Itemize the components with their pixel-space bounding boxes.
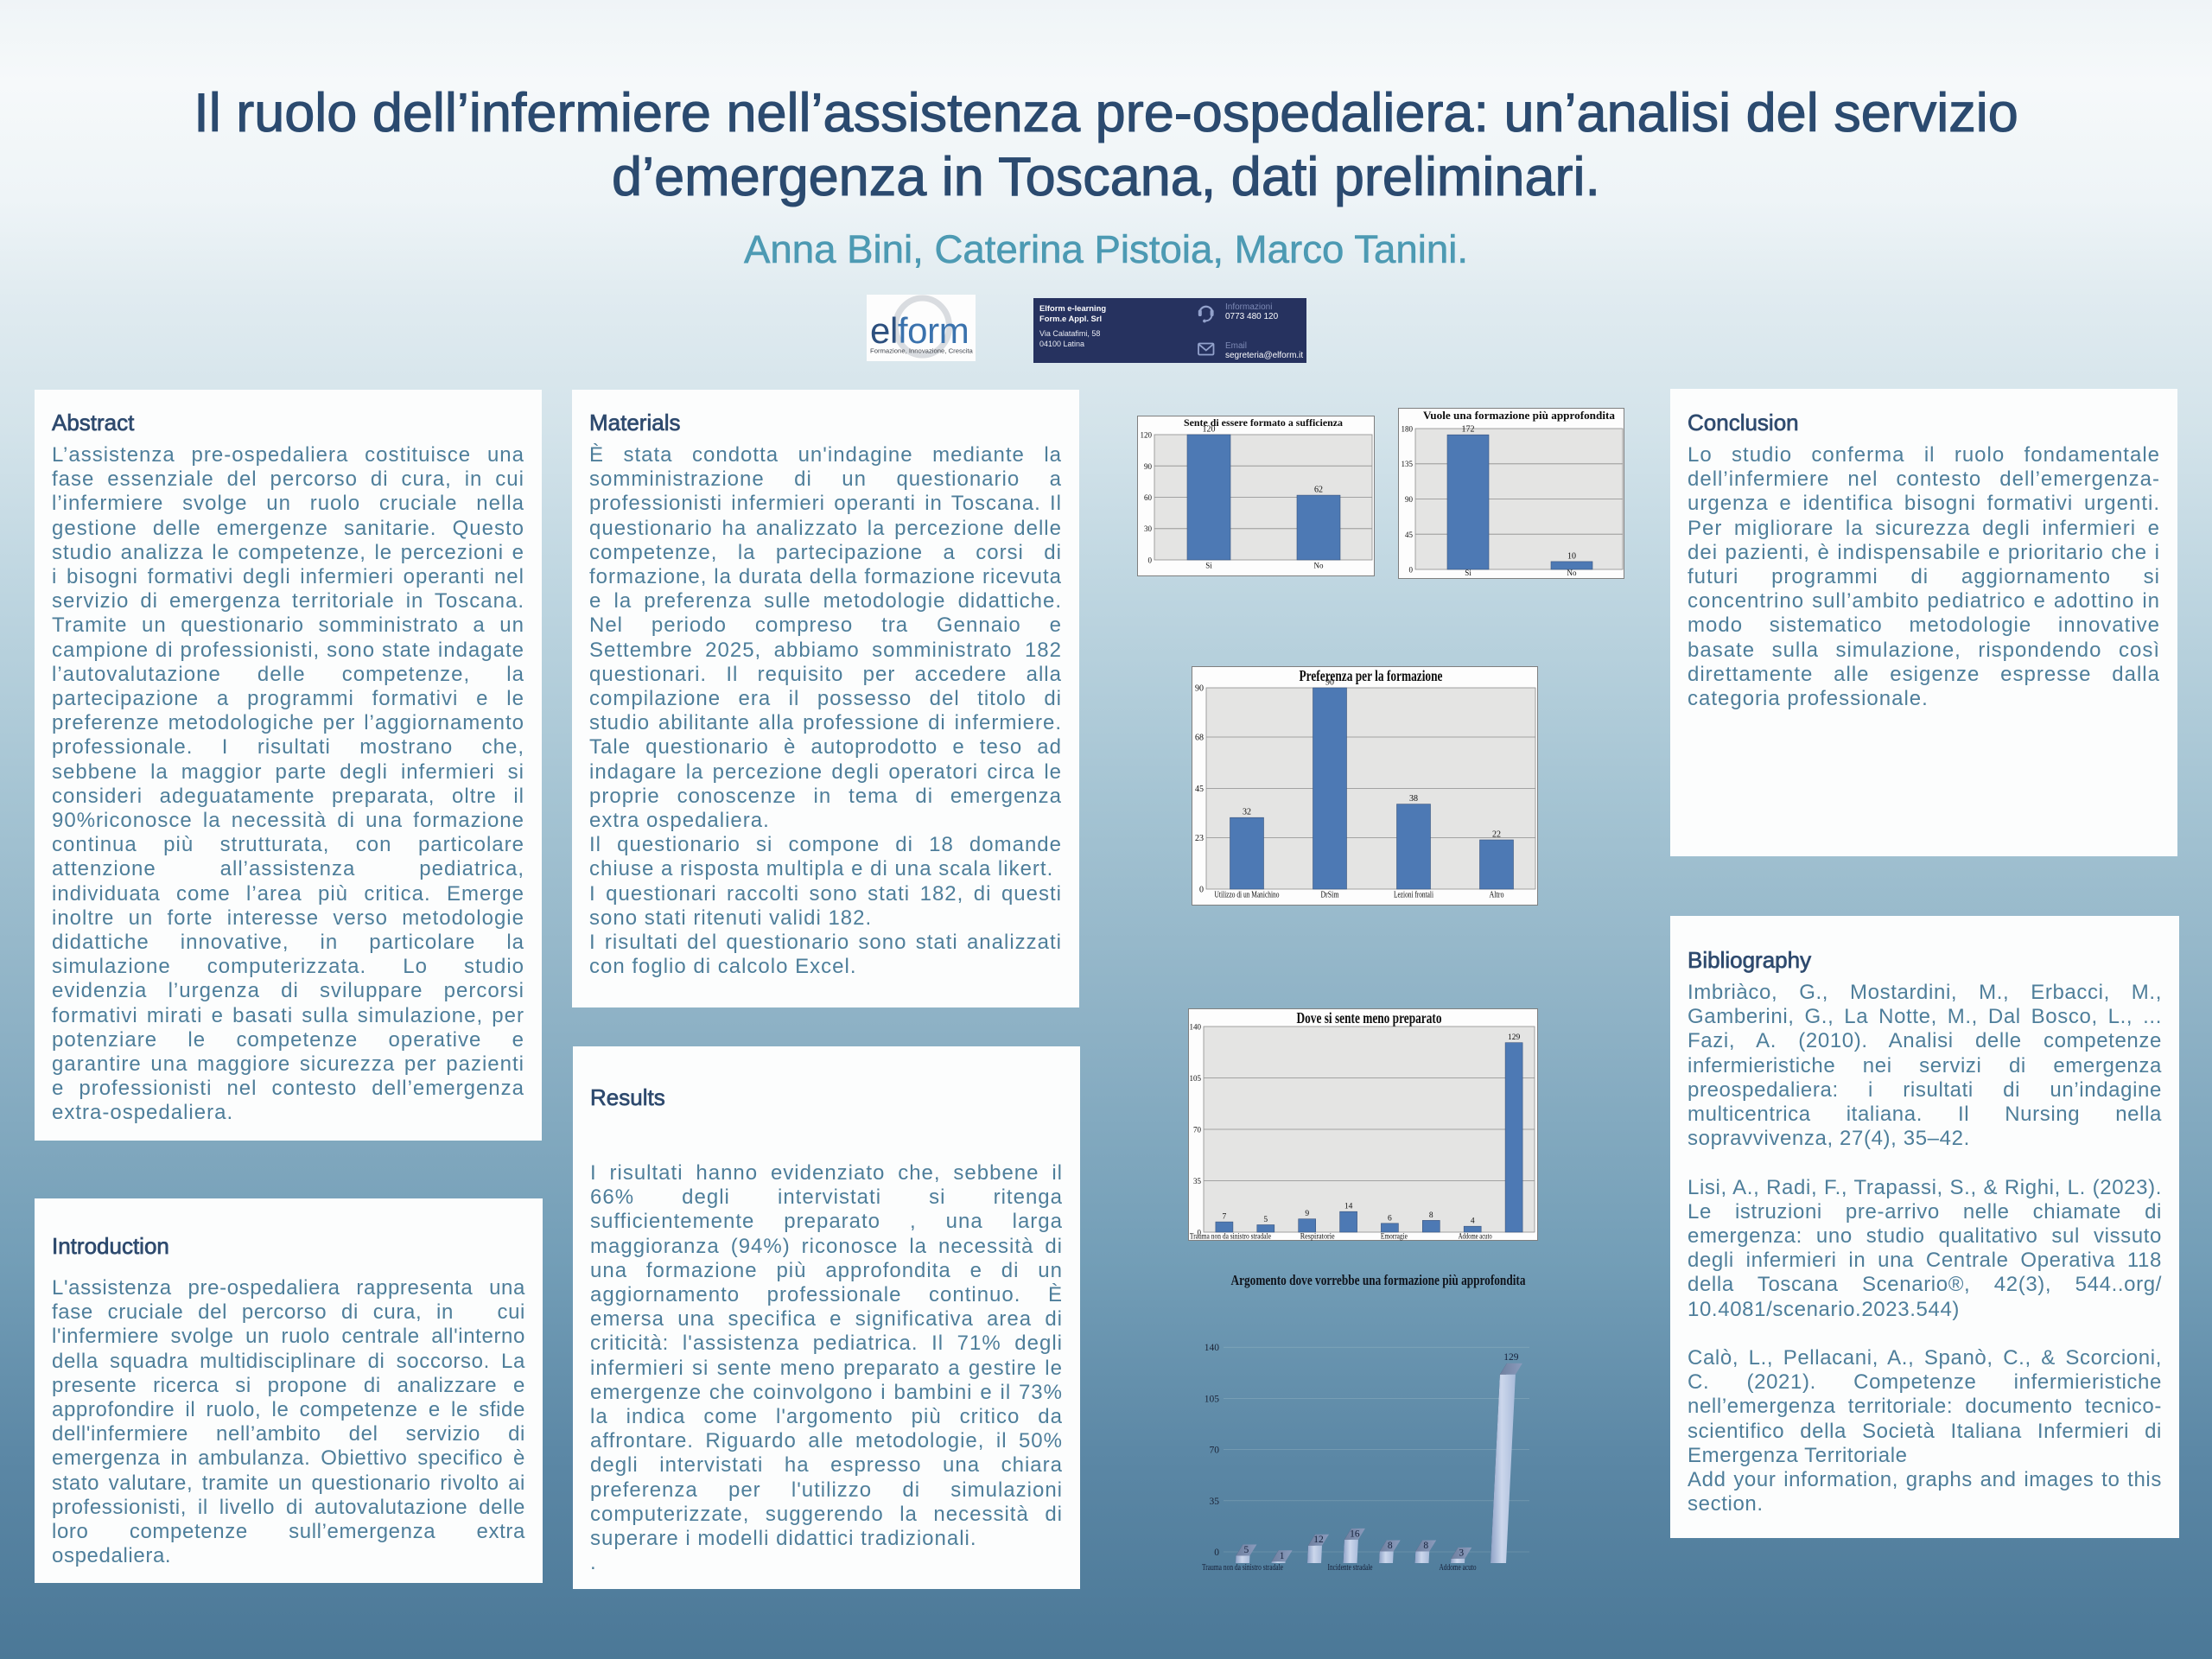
svg-text:172: 172 [1462,425,1475,435]
svg-text:Incidente stradale: Incidente stradale [1328,1563,1373,1573]
svg-text:DrSim: DrSim [1321,891,1339,900]
svg-text:0: 0 [1409,566,1414,575]
svg-text:140: 140 [1190,1023,1202,1032]
svg-text:Lezioni frontali: Lezioni frontali [1394,891,1433,900]
svg-text:segreteria@elform.it: segreteria@elform.it [1225,351,1303,360]
svg-text:elform: elform [870,310,969,351]
svg-text:04100 Latina: 04100 Latina [1039,340,1084,348]
svg-text:70: 70 [1210,1446,1220,1456]
svg-text:Form.e Appl. Srl: Form.e Appl. Srl [1039,314,1102,323]
svg-text:8: 8 [1423,1541,1428,1551]
svg-text:Addome acuto: Addome acuto [1440,1563,1477,1573]
svg-text:7: 7 [1223,1213,1227,1222]
svg-text:45: 45 [1405,531,1414,539]
svg-text:0773 480 120: 0773 480 120 [1225,312,1279,321]
svg-text:Emorragie: Emorragie [1381,1232,1408,1241]
svg-text:Si: Si [1465,569,1471,577]
svg-text:10: 10 [1567,551,1576,561]
svg-text:0: 0 [1214,1548,1219,1558]
svg-text:Argomento dove vorrebbe una fo: Argomento dove vorrebbe una formazione p… [1231,1272,1526,1288]
svg-text:129: 129 [1503,1352,1519,1363]
svg-text:3: 3 [1459,1548,1464,1558]
svg-text:Preferenza per la formazione: Preferenza per la formazione [1300,667,1443,684]
svg-text:Formazione, Innovazione, Cresc: Formazione, Innovazione, Crescita [870,347,974,355]
svg-text:45: 45 [1195,785,1204,794]
svg-text:No: No [1567,569,1577,577]
svg-text:Informazioni: Informazioni [1225,302,1272,312]
svg-text:Vuole una formazione più appro: Vuole una formazione più approfondita [1423,409,1616,422]
svg-text:68: 68 [1195,734,1204,743]
svg-text:35: 35 [1210,1497,1220,1507]
svg-text:12: 12 [1313,1535,1324,1545]
svg-text:105: 105 [1190,1074,1202,1083]
svg-text:90: 90 [1195,684,1204,694]
svg-text:0: 0 [1198,1229,1202,1237]
svg-text:135: 135 [1402,460,1414,468]
svg-text:Via Calatafimi, 58: Via Calatafimi, 58 [1039,329,1100,338]
svg-text:120: 120 [1141,431,1153,440]
svg-text:16: 16 [1350,1529,1360,1539]
svg-text:8: 8 [1429,1211,1433,1220]
svg-text:Altro: Altro [1490,891,1504,900]
svg-text:38: 38 [1409,794,1418,804]
svg-text:180: 180 [1402,425,1414,434]
svg-text:5: 5 [1244,1545,1249,1555]
svg-text:22: 22 [1492,830,1501,840]
svg-text:90: 90 [1405,495,1414,504]
svg-text:9: 9 [1305,1210,1309,1218]
svg-text:1: 1 [1280,1551,1285,1561]
svg-text:14: 14 [1344,1203,1353,1211]
svg-text:Dove si sente meno preparato: Dove si sente meno preparato [1297,1009,1442,1027]
svg-text:120: 120 [1203,425,1216,435]
svg-text:90: 90 [1325,678,1334,688]
svg-text:129: 129 [1508,1033,1521,1042]
svg-text:Respiratorie: Respiratorie [1300,1232,1335,1241]
svg-text:30: 30 [1144,524,1153,533]
svg-text:8: 8 [1388,1541,1393,1551]
svg-text:Elform e-learning: Elform e-learning [1039,303,1106,313]
svg-text:105: 105 [1205,1394,1220,1404]
svg-text:35: 35 [1193,1177,1202,1185]
svg-text:23: 23 [1195,834,1204,843]
svg-text:5: 5 [1263,1216,1268,1224]
svg-text:0: 0 [1148,556,1153,565]
svg-text:0: 0 [1199,886,1204,895]
svg-text:Addome acuto: Addome acuto [1459,1232,1492,1241]
svg-text:Utilizzo di un Manichino: Utilizzo di un Manichino [1215,891,1280,900]
svg-text:70: 70 [1193,1126,1202,1135]
svg-text:32: 32 [1243,808,1251,817]
svg-text:140: 140 [1205,1343,1220,1353]
svg-text:No: No [1314,562,1324,570]
svg-text:Trauma non da sinistro stradal: Trauma non da sinistro stradale [1190,1232,1271,1241]
svg-text:Trauma non da sinistro stradal: Trauma non da sinistro stradale [1202,1563,1283,1573]
svg-text:Email: Email [1225,341,1247,351]
svg-text:Si: Si [1205,562,1212,570]
svg-text:60: 60 [1144,493,1153,502]
svg-text:Sente di essere formato a suff: Sente di essere formato a sufficienza [1184,416,1343,429]
svg-text:6: 6 [1388,1214,1392,1223]
svg-text:4: 4 [1471,1217,1475,1226]
svg-text:62: 62 [1314,486,1323,495]
svg-text:90: 90 [1144,462,1153,471]
